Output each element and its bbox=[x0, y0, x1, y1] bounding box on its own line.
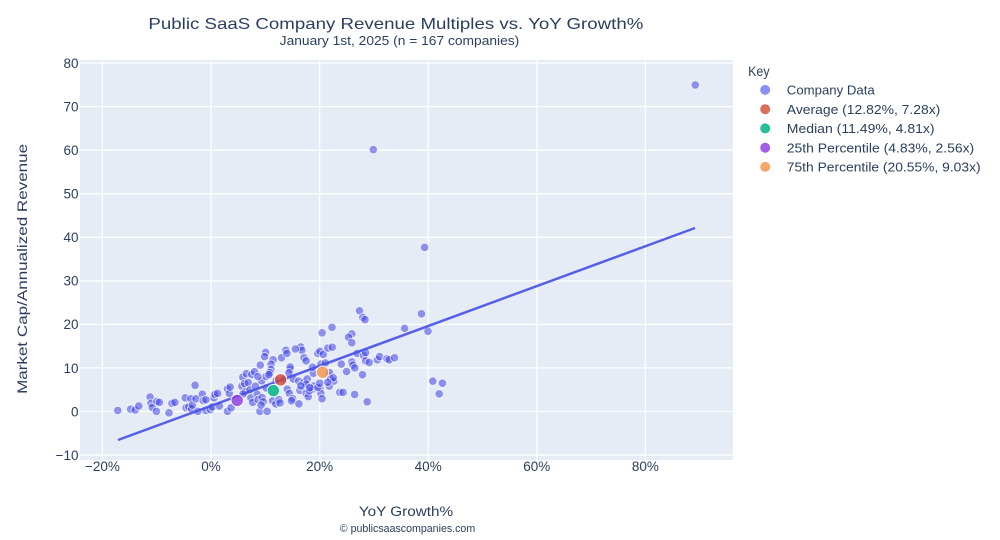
svg-text:© publicsaascompanies.com: © publicsaascompanies.com bbox=[340, 523, 475, 535]
svg-text:40: 40 bbox=[63, 230, 78, 245]
svg-text:−10: −10 bbox=[56, 448, 79, 463]
svg-text:Key: Key bbox=[748, 64, 770, 79]
svg-text:60%: 60% bbox=[523, 459, 550, 474]
svg-text:0%: 0% bbox=[201, 459, 221, 474]
svg-text:20%: 20% bbox=[306, 459, 333, 474]
svg-text:January 1st, 2025 (n = 167 com: January 1st, 2025 (n = 167 companies) bbox=[280, 34, 520, 48]
svg-text:70: 70 bbox=[63, 99, 78, 114]
svg-text:YoY Growth%: YoY Growth% bbox=[359, 504, 453, 519]
svg-text:Company Data: Company Data bbox=[787, 83, 876, 98]
svg-text:0: 0 bbox=[71, 404, 79, 419]
svg-text:25th Percentile (4.83%, 2.56x): 25th Percentile (4.83%, 2.56x) bbox=[787, 140, 974, 155]
svg-text:Public SaaS Company Revenue Mu: Public SaaS Company Revenue Multiples vs… bbox=[148, 16, 643, 33]
svg-text:30: 30 bbox=[63, 274, 78, 289]
svg-text:50: 50 bbox=[63, 187, 78, 202]
svg-text:Average (12.82%, 7.28x): Average (12.82%, 7.28x) bbox=[787, 102, 941, 117]
svg-text:Market Cap/Annualized Revenue: Market Cap/Annualized Revenue bbox=[14, 144, 30, 394]
svg-text:20: 20 bbox=[63, 317, 78, 332]
svg-text:−20%: −20% bbox=[85, 459, 120, 474]
svg-text:10: 10 bbox=[63, 361, 78, 376]
svg-text:40%: 40% bbox=[415, 459, 442, 474]
svg-text:Median (11.49%, 4.81x): Median (11.49%, 4.81x) bbox=[787, 121, 935, 136]
svg-text:80: 80 bbox=[63, 56, 78, 71]
svg-text:80%: 80% bbox=[632, 459, 659, 474]
svg-text:75th Percentile (20.55%, 9.03x: 75th Percentile (20.55%, 9.03x) bbox=[787, 160, 981, 175]
svg-text:60: 60 bbox=[63, 143, 78, 158]
